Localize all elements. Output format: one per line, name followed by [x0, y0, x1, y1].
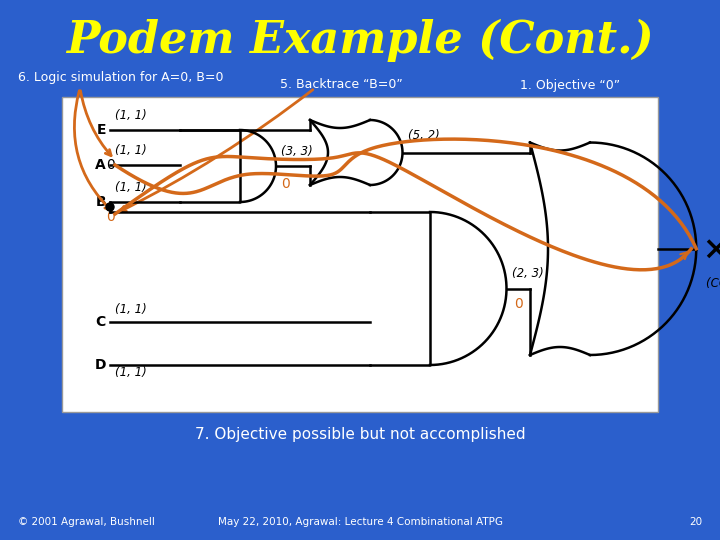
Text: (CC0, CC1): (CC0, CC1) [706, 277, 720, 291]
Text: May 22, 2010, Agrawal: Lecture 4 Combinational ATPG: May 22, 2010, Agrawal: Lecture 4 Combina… [217, 517, 503, 527]
Circle shape [106, 203, 114, 211]
Text: (1, 1): (1, 1) [115, 181, 147, 194]
Text: D: D [94, 358, 106, 372]
Text: 6. Logic simulation for A=0, B=0: 6. Logic simulation for A=0, B=0 [18, 71, 223, 84]
Text: 20: 20 [689, 517, 702, 527]
Text: 0: 0 [515, 298, 523, 312]
Text: 7. Objective possible but not accomplished: 7. Objective possible but not accomplish… [194, 428, 526, 442]
Text: 0: 0 [106, 210, 114, 224]
Text: 1. Objective “0”: 1. Objective “0” [520, 78, 620, 91]
Text: 0: 0 [106, 158, 114, 172]
Text: Podem Example (Cont.): Podem Example (Cont.) [66, 18, 654, 62]
Text: (1, 1): (1, 1) [115, 144, 147, 157]
Text: E: E [96, 123, 106, 137]
Text: (1, 1): (1, 1) [115, 109, 147, 122]
Text: (1, 1): (1, 1) [115, 366, 147, 379]
Text: © 2001 Agrawal, Bushnell: © 2001 Agrawal, Bushnell [18, 517, 155, 527]
Text: B: B [95, 195, 106, 209]
Text: A: A [95, 158, 106, 172]
Text: C: C [96, 315, 106, 329]
Text: (3, 3): (3, 3) [281, 145, 312, 158]
Text: (2, 3): (2, 3) [511, 267, 544, 280]
Text: 0: 0 [281, 177, 289, 191]
FancyBboxPatch shape [62, 97, 658, 412]
Text: (5, 2): (5, 2) [408, 130, 439, 143]
Text: 5. Backtrace “B=0”: 5. Backtrace “B=0” [280, 78, 402, 91]
Text: (1, 1): (1, 1) [115, 303, 147, 316]
